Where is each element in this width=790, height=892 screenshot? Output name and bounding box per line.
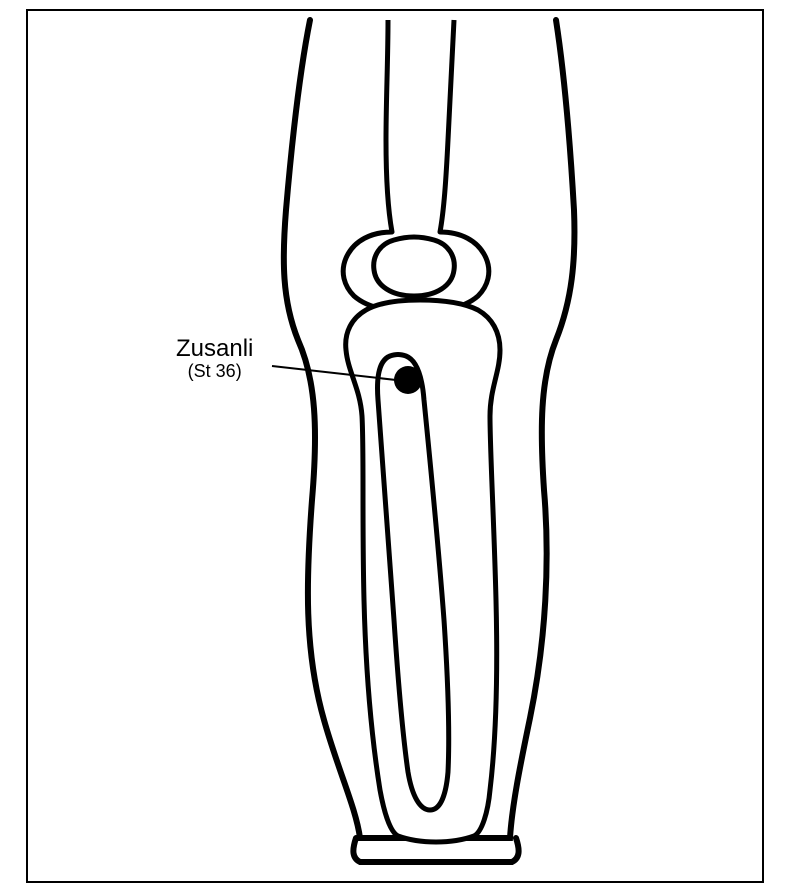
diagram-canvas <box>0 0 790 892</box>
acupoint-dot <box>394 366 422 394</box>
acupoint-name: Zusanli <box>176 336 253 362</box>
acupoint-code: (St 36) <box>176 362 253 382</box>
acupoint-label: Zusanli (St 36) <box>176 336 253 382</box>
